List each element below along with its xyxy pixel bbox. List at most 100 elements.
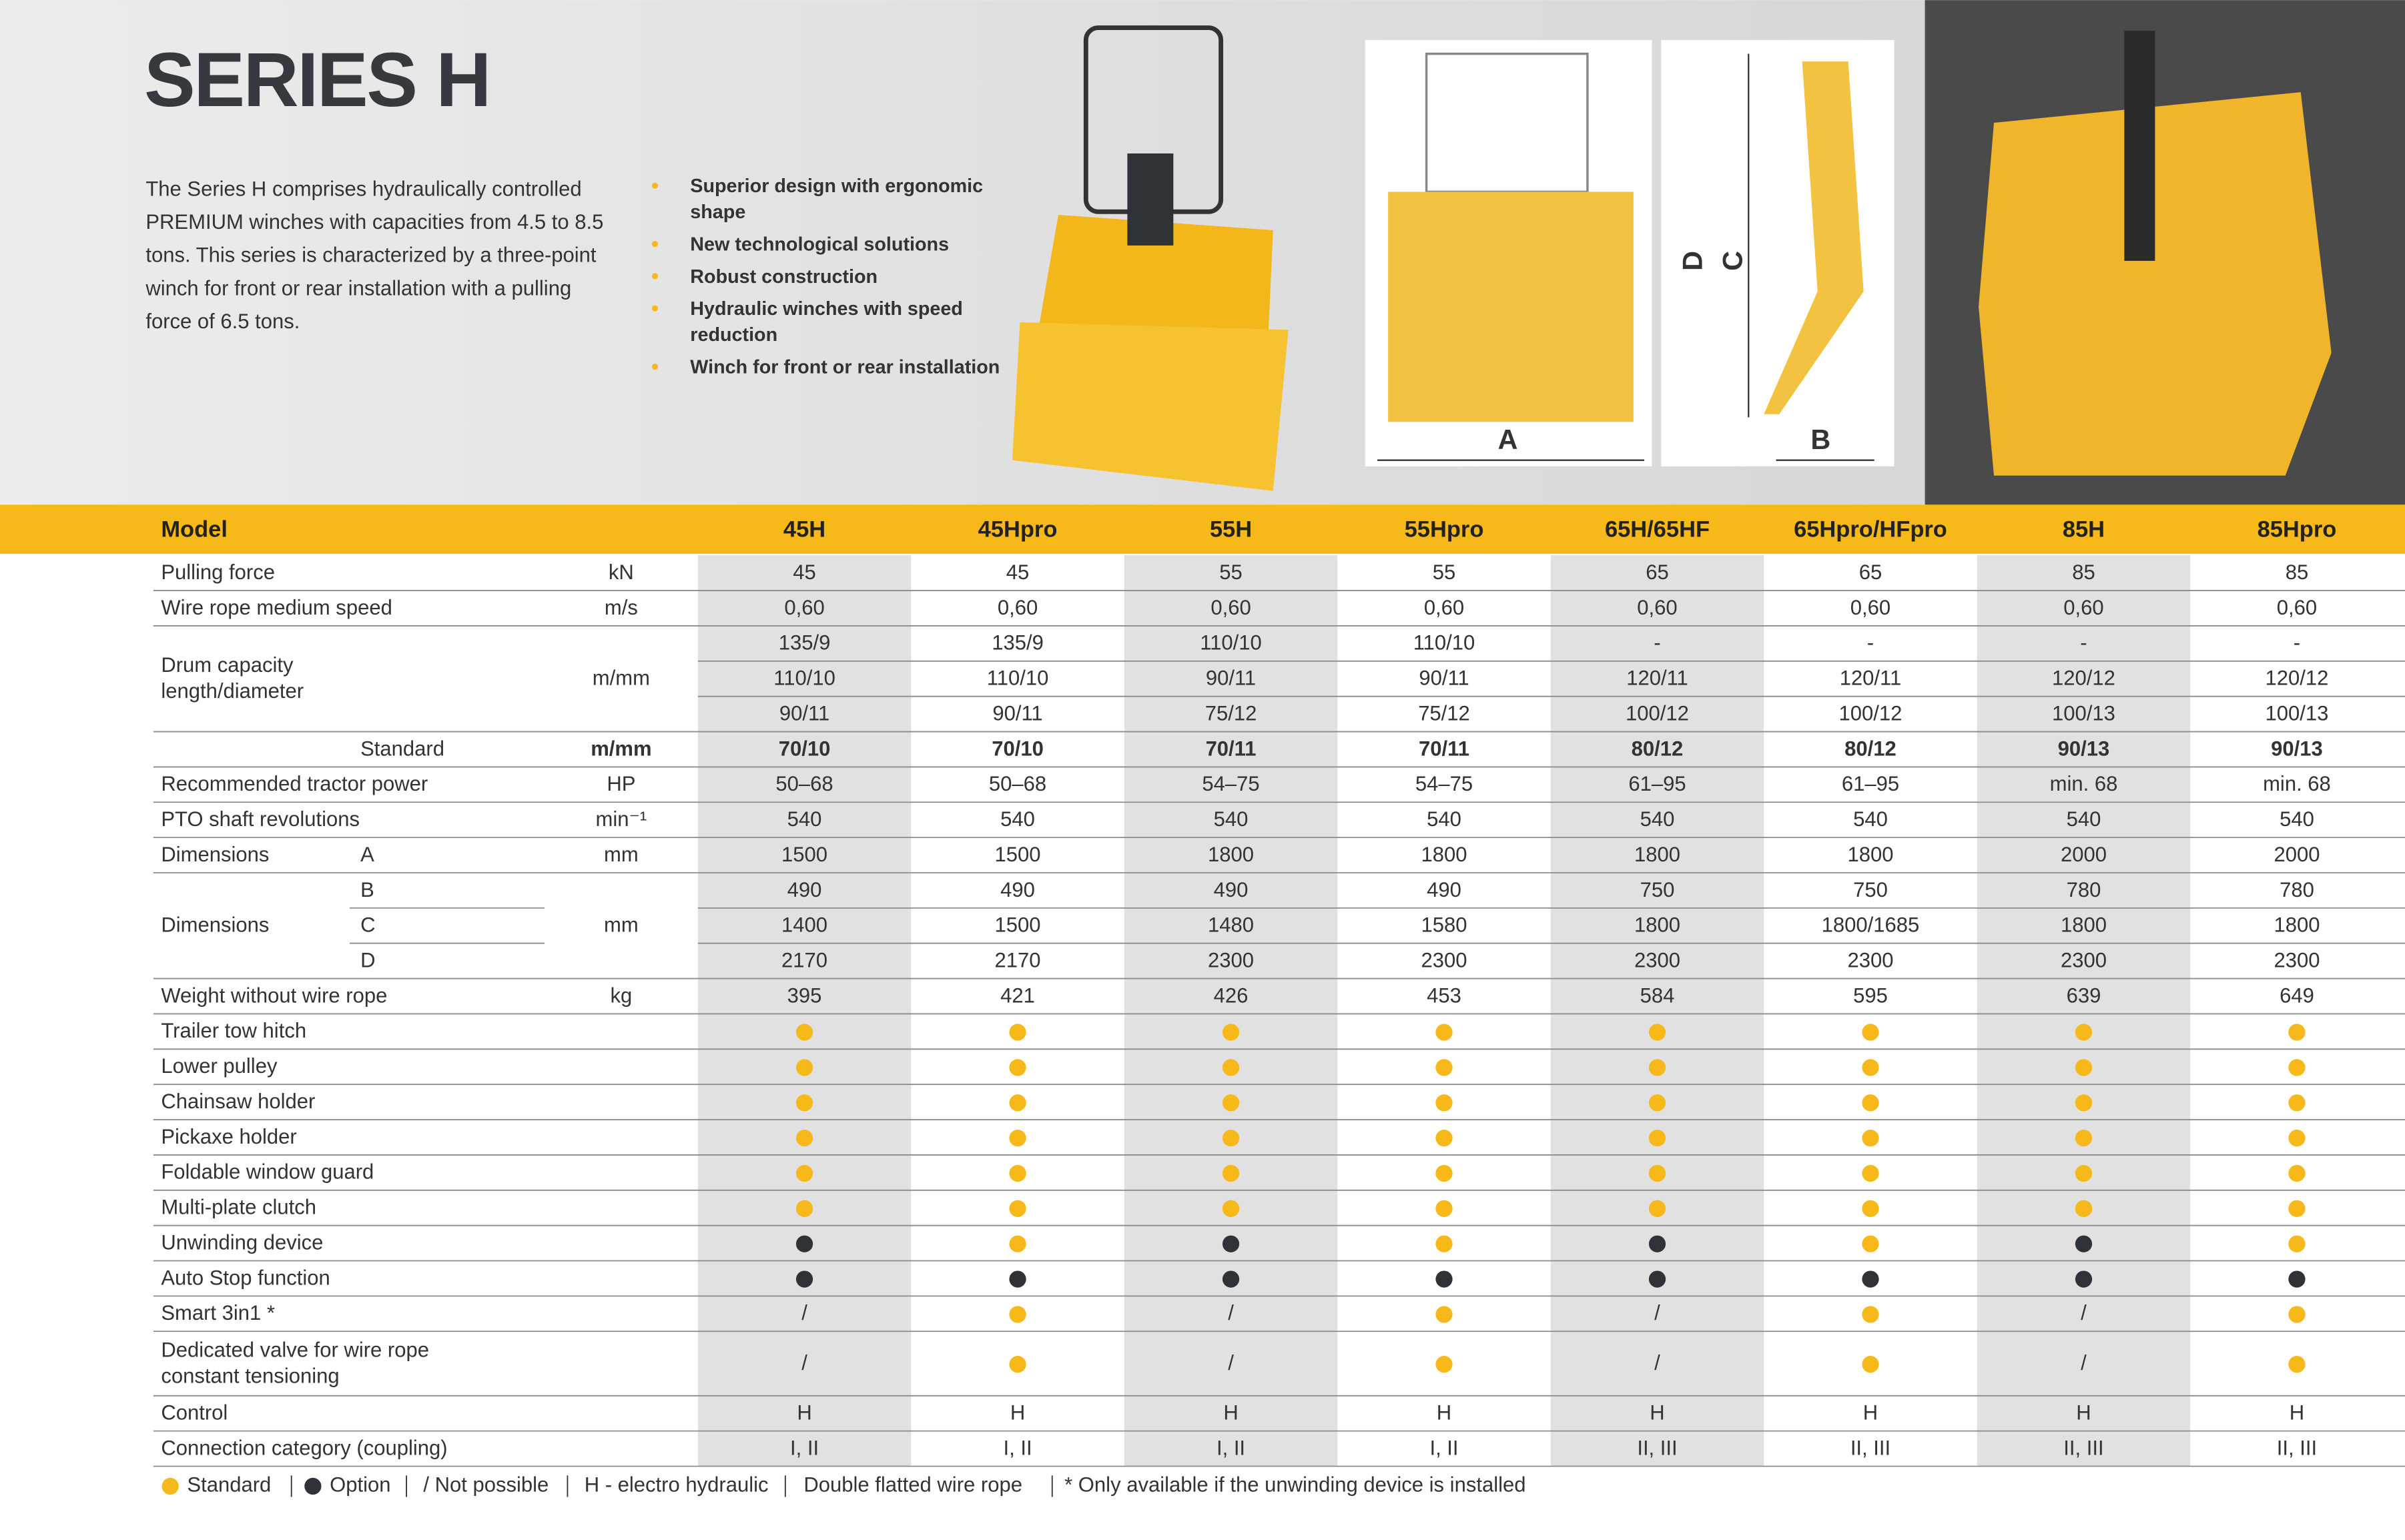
cell: 120/11 xyxy=(1840,667,1902,690)
cell: 490 xyxy=(1214,878,1249,901)
feature-dot xyxy=(1435,1094,1453,1112)
cell: - xyxy=(2080,631,2087,655)
cell: 110/10 xyxy=(773,667,835,690)
row-label: Weight without wire rope xyxy=(161,984,387,1007)
feature-dot xyxy=(1222,1129,1240,1147)
cell: 1800 xyxy=(1634,913,1680,937)
cell: 100/13 xyxy=(2266,701,2329,725)
feature-dot xyxy=(1862,1164,1879,1182)
row-label: Pickaxe holder xyxy=(161,1125,296,1148)
cell: - xyxy=(1867,631,1874,655)
title: SERIES H xyxy=(144,37,490,123)
feature-dot xyxy=(1435,1270,1453,1288)
cell: 2170 xyxy=(995,948,1041,972)
cell: II, III xyxy=(2063,1436,2103,1459)
unit: m/mm xyxy=(591,737,651,760)
cell: I, II xyxy=(1429,1436,1458,1459)
feature-dot xyxy=(2288,1024,2306,1041)
cell: 639 xyxy=(2067,984,2101,1007)
cell: - xyxy=(2294,631,2300,655)
feature-dot xyxy=(1862,1235,1879,1252)
cell: H xyxy=(1223,1401,1238,1425)
cell: 75/12 xyxy=(1418,701,1470,725)
intro-line: force of 6.5 tons. xyxy=(145,310,300,333)
cell: 80/12 xyxy=(1632,737,1684,760)
feature-dot xyxy=(2288,1094,2306,1112)
cell: 110/10 xyxy=(1200,631,1262,655)
column-header: 85H xyxy=(2063,517,2105,542)
cell: 1500 xyxy=(781,843,827,866)
bullet-dot xyxy=(651,241,659,248)
cell: 65 xyxy=(1646,560,1669,584)
row-label: Wire rope medium speed xyxy=(161,596,392,619)
table-body: 45 45 55 55 65 65 85 85 Pulling force kN 0,60 0,60 0… xyxy=(153,560,2405,1467)
feature-dot xyxy=(1648,1024,1666,1041)
feature-dot xyxy=(2075,1094,2093,1112)
legend: Standard Option / Not possible H - electro … xyxy=(161,1473,1525,1497)
cell: 120/11 xyxy=(1626,667,1688,690)
cell: 2300 xyxy=(1421,948,1467,972)
bullet-text: Winch for front or rear installation xyxy=(690,356,1000,378)
feature-dot xyxy=(1222,1235,1240,1252)
feature-dot xyxy=(1862,1129,1879,1147)
feature-dot xyxy=(795,1024,813,1041)
cell: 0,60 xyxy=(998,596,1038,619)
intro: The Series H comprises hydraulically con… xyxy=(145,177,603,333)
row-label: Recommended tractor power xyxy=(161,772,428,795)
cell: 1800 xyxy=(2061,913,2107,937)
cell: 540 xyxy=(787,807,822,831)
cell: 55 xyxy=(1219,560,1243,584)
feature-dot xyxy=(1435,1024,1453,1041)
intro-line: winch for front or rear installation wit… xyxy=(145,276,571,300)
legend-dot xyxy=(161,1477,179,1495)
intro-line: PREMIUM winches with capacities from 4.5… xyxy=(145,210,603,234)
cell: 595 xyxy=(1853,984,1888,1007)
feature-dot xyxy=(2288,1200,2306,1218)
feature-dot xyxy=(1009,1356,1026,1373)
cell: / xyxy=(2081,1301,2087,1324)
row-label: length/diameter xyxy=(161,679,304,703)
cell: 540 xyxy=(1640,807,1675,831)
cell: / xyxy=(1654,1301,1660,1324)
cell: H xyxy=(1010,1401,1025,1425)
cell: 45 xyxy=(793,560,816,584)
cell: 540 xyxy=(2280,807,2314,831)
intro-line: tons. This series is characterized by a … xyxy=(145,244,597,267)
row-label: Lower pulley xyxy=(161,1054,278,1078)
cell: / xyxy=(1228,1351,1234,1375)
cell: 90/11 xyxy=(1419,667,1469,690)
row-label: Dimensions xyxy=(161,913,269,937)
feature-dot xyxy=(1862,1200,1879,1218)
cell: II, III xyxy=(2277,1436,2317,1459)
row-label: constant tensioning xyxy=(161,1364,339,1387)
column-shade xyxy=(1977,555,2191,1467)
row-label: Pulling force xyxy=(161,560,275,584)
cell: 1400 xyxy=(781,913,827,937)
feature-dot xyxy=(795,1059,813,1076)
cell: 426 xyxy=(1214,984,1249,1007)
feature-dot xyxy=(1009,1306,1026,1323)
cell: H xyxy=(1650,1401,1664,1425)
table-header xyxy=(0,504,2405,554)
unit: kg xyxy=(610,984,632,1007)
feature-dot xyxy=(1648,1235,1666,1252)
feature-dot xyxy=(1648,1270,1666,1288)
unit: kN xyxy=(609,560,634,584)
cell: 540 xyxy=(1853,807,1888,831)
feature-dot xyxy=(2075,1200,2093,1218)
row-label: PTO shaft revolutions xyxy=(161,807,360,831)
feature-dot xyxy=(1648,1059,1666,1076)
feature-dot xyxy=(1222,1164,1240,1182)
cell: 85 xyxy=(2286,560,2309,584)
feature-dot xyxy=(1648,1094,1666,1112)
cell: 2000 xyxy=(2061,843,2107,866)
row-label: Dedicated valve for wire rope xyxy=(161,1338,429,1361)
cell: 584 xyxy=(1640,984,1675,1007)
corner: Model xyxy=(161,517,228,542)
cell: I, II xyxy=(1217,1436,1245,1459)
cell: 540 xyxy=(1000,807,1035,831)
cell: 50–68 xyxy=(989,772,1046,795)
bullet-text: Superior design with ergonomic xyxy=(690,175,983,197)
feature-dot xyxy=(1435,1235,1453,1252)
cell: 120/12 xyxy=(2052,667,2115,690)
